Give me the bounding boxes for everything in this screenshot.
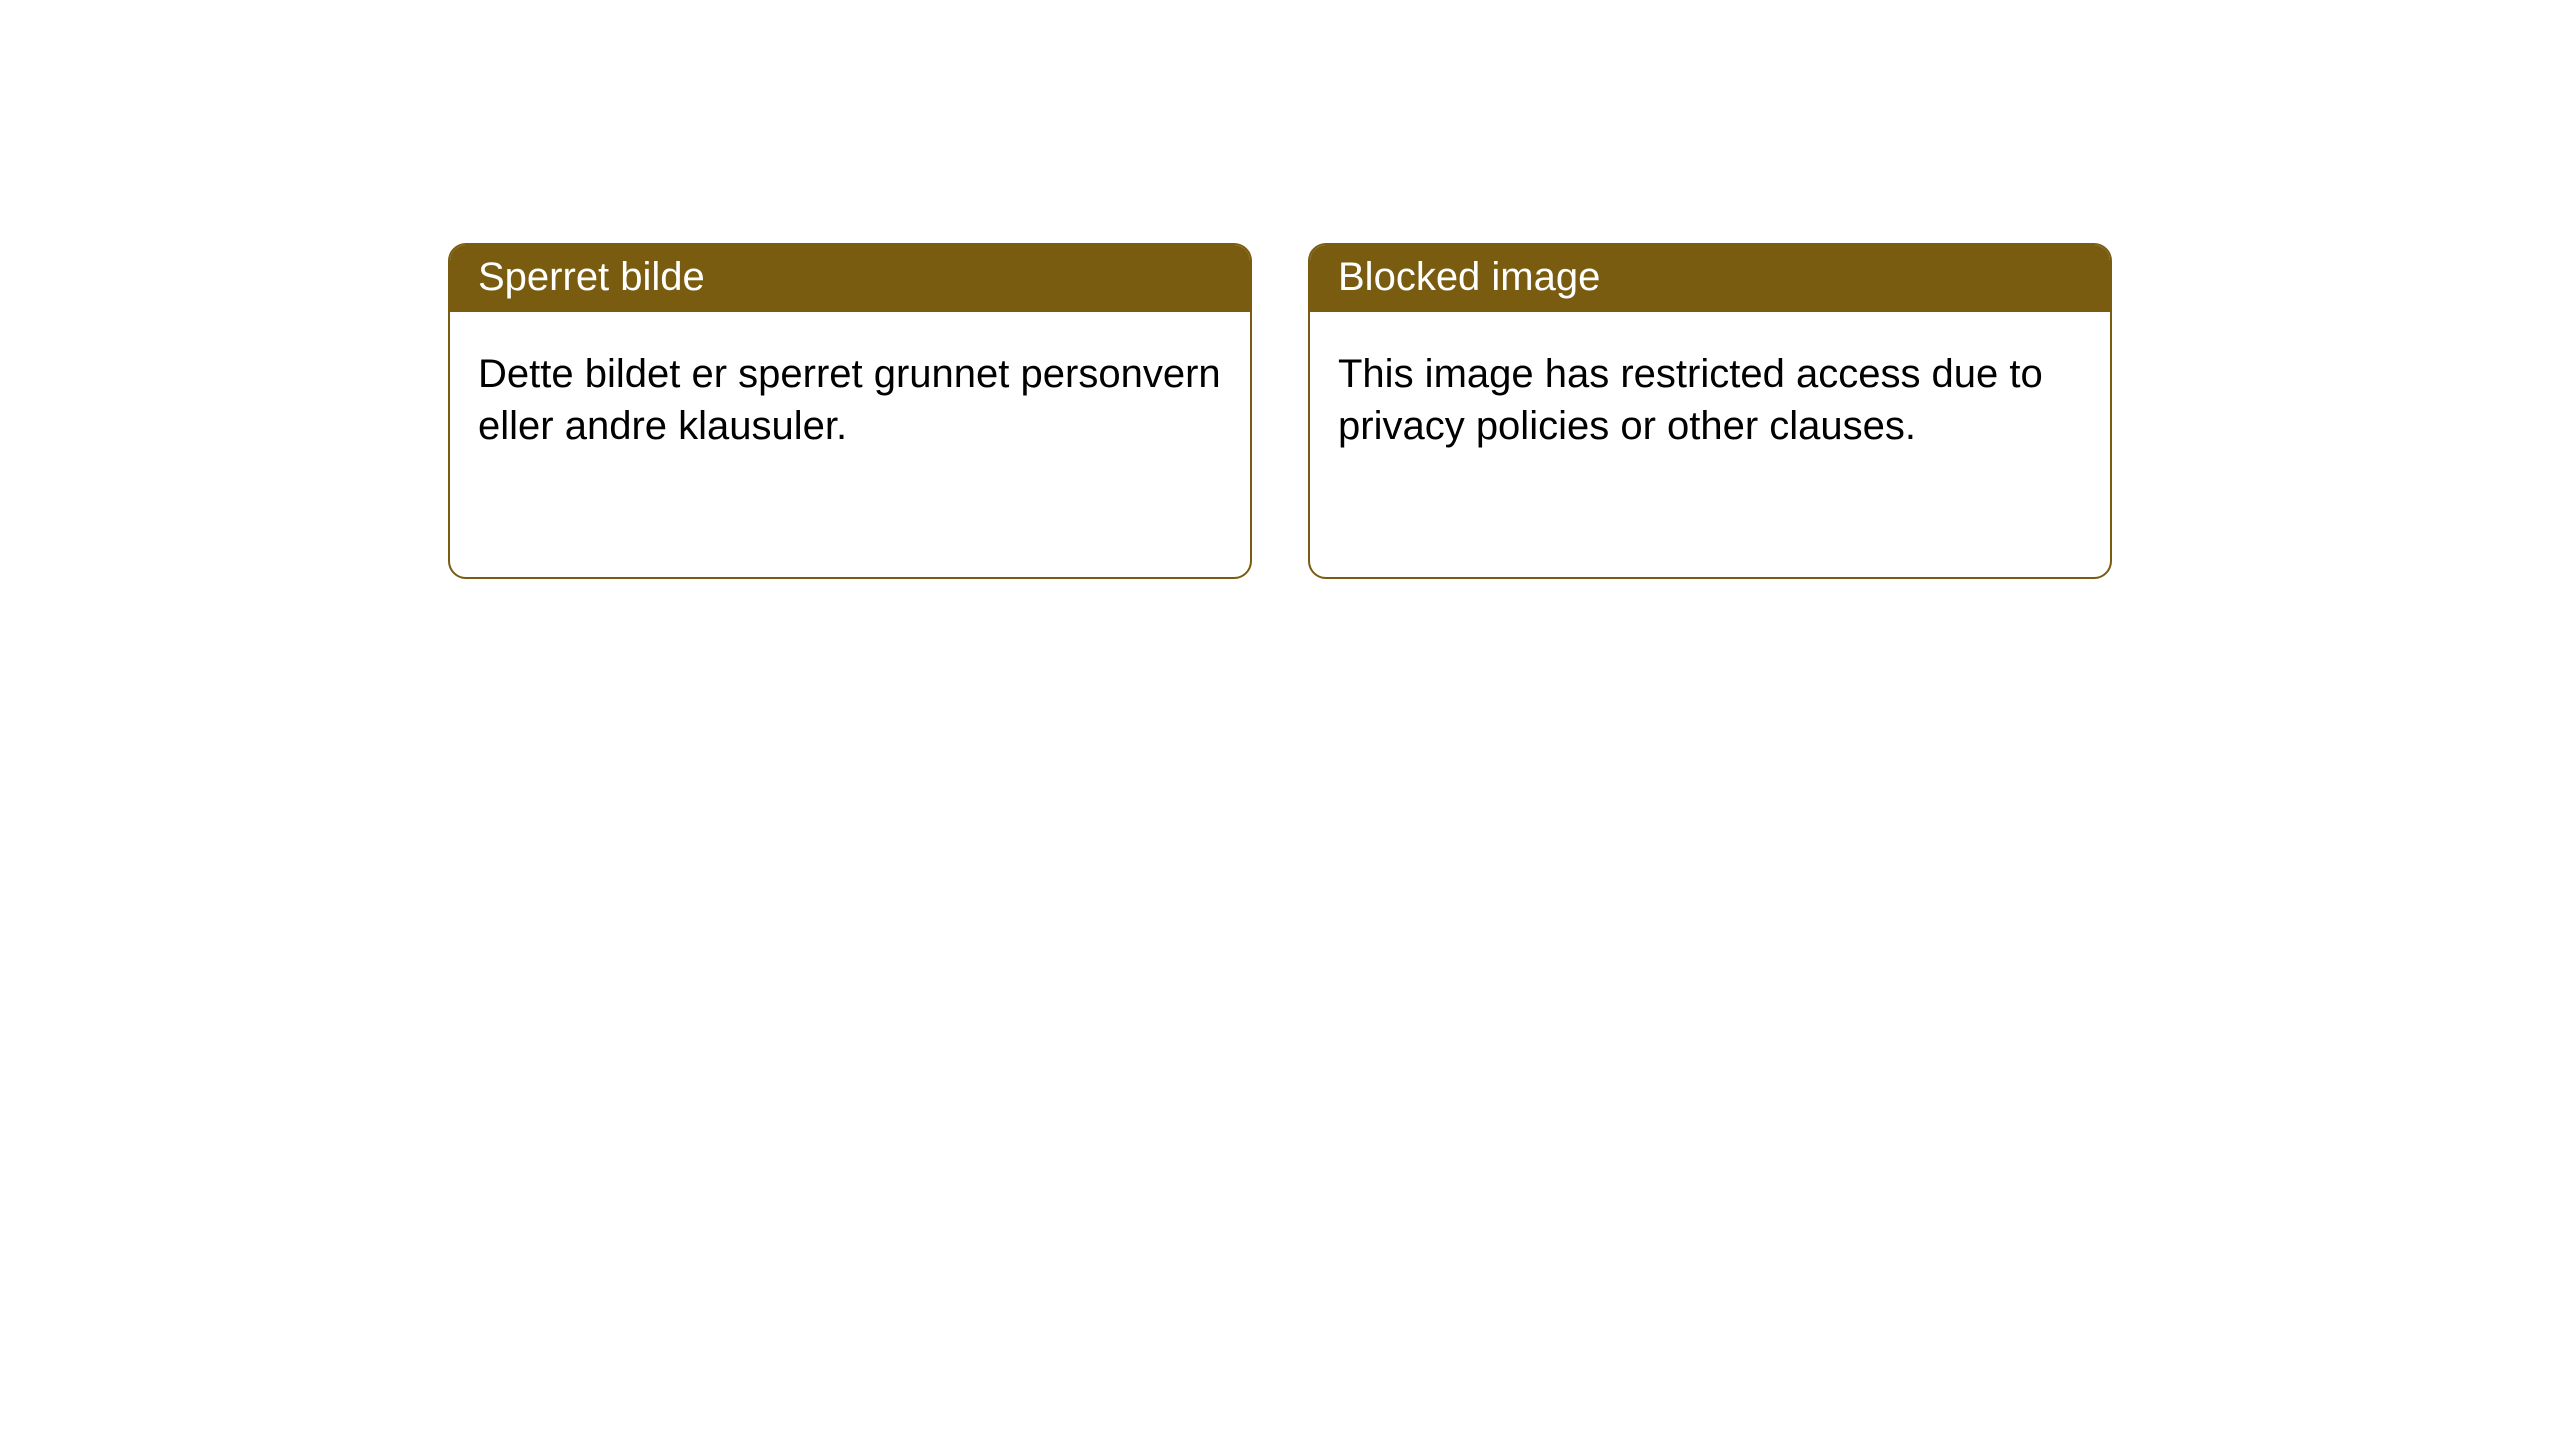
blocked-image-card-english: Blocked image This image has restricted … (1308, 243, 2112, 579)
card-body: Dette bildet er sperret grunnet personve… (450, 312, 1250, 488)
notice-cards-container: Sperret bilde Dette bildet er sperret gr… (448, 243, 2112, 579)
card-body: This image has restricted access due to … (1310, 312, 2110, 488)
card-header: Blocked image (1310, 245, 2110, 312)
card-header: Sperret bilde (450, 245, 1250, 312)
blocked-image-card-norwegian: Sperret bilde Dette bildet er sperret gr… (448, 243, 1252, 579)
